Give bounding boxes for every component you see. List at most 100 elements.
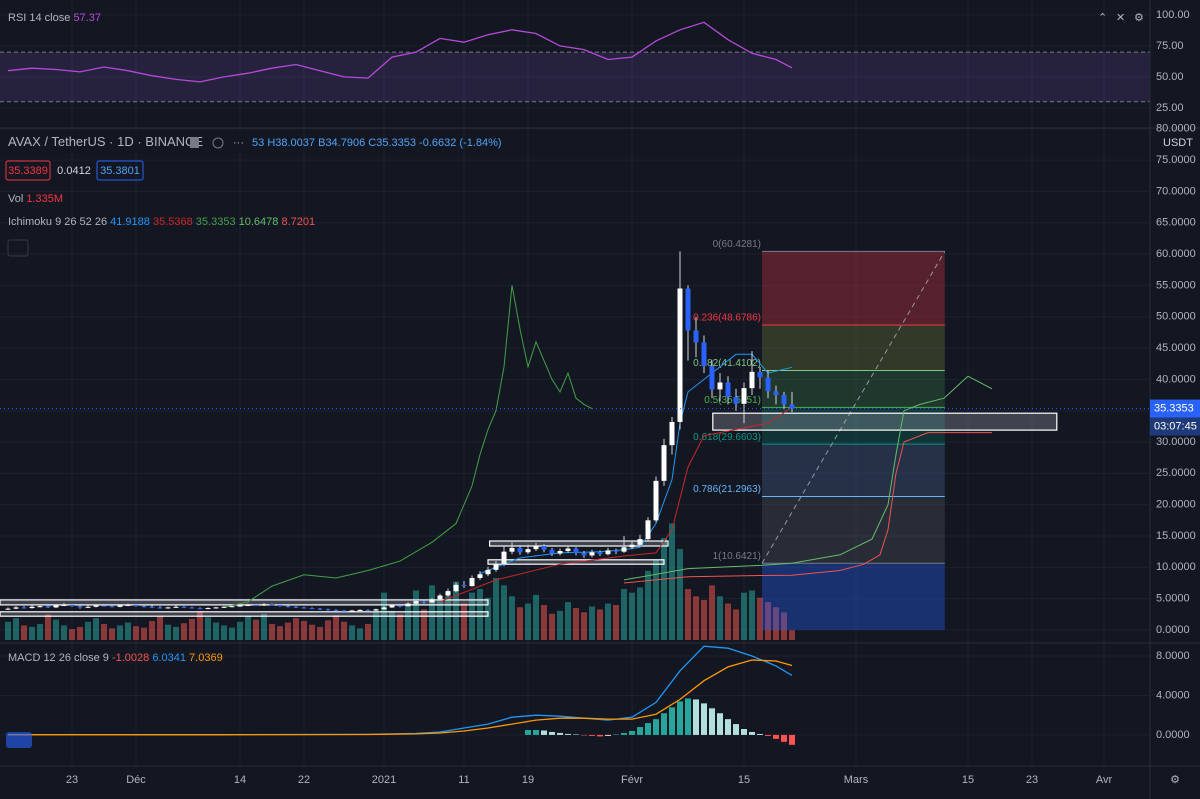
volume-bar: [581, 612, 587, 640]
fib-label: 1(10.6421): [713, 551, 761, 562]
macd-histogram-bar: [717, 713, 723, 735]
icon-eye[interactable]: [212, 137, 224, 149]
macd-histogram-bar: [709, 708, 715, 735]
volume-bar: [453, 581, 459, 640]
collapse-button[interactable]: [7, 239, 29, 257]
volume-bar: [789, 630, 795, 640]
macd-histogram-bar: [645, 723, 651, 735]
macd-histogram-bar: [693, 699, 699, 735]
candle-body: [5, 608, 11, 610]
volume-bar: [29, 626, 35, 640]
volume-bar: [773, 607, 779, 640]
candle-body: [405, 603, 411, 607]
volume-label: Vol: [8, 193, 23, 205]
candle-body: [717, 382, 723, 390]
volume-bar: [549, 613, 555, 640]
sell-button[interactable]: [5, 160, 51, 181]
candle-body: [165, 607, 171, 609]
symbol-legend: AVAX / TetherUS · 1D · BINANCE: [8, 134, 203, 149]
volume-bar: [701, 599, 707, 640]
volume-bar: [741, 592, 747, 640]
y-tick-label: 30.0000: [1156, 436, 1196, 448]
volume-bar: [197, 610, 203, 640]
interval: 1D: [117, 134, 134, 149]
volume-bar: [157, 616, 163, 640]
macd-histogram-bar: [677, 701, 683, 735]
buy-button[interactable]: [96, 160, 144, 181]
x-tick-label: 22: [298, 774, 310, 786]
candle-body: [213, 607, 219, 609]
button-close[interactable]: ✕: [1116, 12, 1125, 24]
volume-bar: [517, 607, 523, 640]
candle-body: [277, 604, 283, 607]
signal-line: [8, 659, 793, 736]
icon-flag[interactable]: [190, 137, 199, 148]
candle-body: [549, 549, 555, 554]
volume-bar: [61, 625, 67, 640]
volume-bar: [397, 614, 403, 640]
fib-band: [762, 444, 945, 497]
candle-body: [261, 604, 267, 606]
volume-bar: [461, 603, 467, 640]
open-value: 53: [252, 137, 264, 149]
volume-bar: [573, 607, 579, 640]
volume-bar: [429, 585, 435, 640]
volume-bar: [405, 603, 411, 640]
button-settings[interactable]: ⚙: [1134, 12, 1144, 24]
candle-body: [221, 606, 227, 608]
candle-body: [501, 551, 507, 565]
y-tick-label: 100.00: [1156, 9, 1190, 21]
y-tick-label: 25.00: [1156, 102, 1184, 114]
trade-buttons[interactable]: 35.3389 0.0412 35.3801: [5, 160, 144, 181]
volume-bar: [341, 621, 347, 640]
candle-body: [309, 608, 315, 610]
ask[interactable]: 35.3801: [100, 165, 140, 177]
volume-bar: [597, 609, 603, 640]
volume-bar: [173, 626, 179, 640]
macd-value: 6.0341: [152, 652, 186, 664]
macd-histogram-bar: [589, 734, 595, 736]
ohlc-label: C: [368, 137, 376, 149]
rsi-value: 57.37: [73, 12, 101, 24]
candle-body: [429, 599, 435, 603]
axes: 23 Déc 14 22 2021 11 19 Févr 15 Mars 15 23 Avr 100.00…: [66, 9, 1200, 786]
volume-bar: [181, 623, 187, 640]
y-tick-label: 80.0000: [1156, 123, 1196, 135]
y-tick-label: 70.0000: [1156, 185, 1196, 197]
volume-bar: [661, 538, 667, 640]
volume-bar: [85, 621, 91, 640]
volume-bar: [493, 578, 499, 640]
candle-body: [477, 574, 483, 578]
macd-legend: MACD 12 26 close 9 -1.0028 6.0341 7.0369: [8, 652, 223, 664]
candle-body: [653, 480, 659, 521]
fib-band: [762, 496, 945, 564]
fib-label: 0.618(29.6603): [693, 432, 761, 443]
macd-histogram-bar: [757, 733, 763, 735]
volume-bar: [189, 618, 195, 640]
volume-bar: [485, 597, 491, 640]
icon-more[interactable]: ···: [233, 137, 244, 149]
plot: 0(60.4281) 0.236(48.6786) 0.382(41.4102) 0.…: [0, 21, 1150, 745]
button-up[interactable]: ⌃: [1098, 12, 1107, 24]
close-value: 35.3353: [376, 137, 416, 149]
candle-body: [509, 547, 515, 552]
candle-body: [149, 606, 155, 608]
bid[interactable]: 35.3389: [8, 165, 48, 177]
volume-bar: [749, 590, 755, 640]
y-tick-label: 60.0000: [1156, 248, 1196, 260]
candle-body: [597, 552, 603, 555]
pane-buttons[interactable]: ⌃ ✕ ⚙: [1098, 12, 1144, 24]
fib-band: [762, 370, 945, 408]
logo[interactable]: [6, 732, 32, 748]
settings-icon[interactable]: ⚙: [1170, 774, 1180, 786]
candle-body: [677, 288, 683, 422]
volume-bar: [277, 626, 283, 640]
candle-body: [573, 548, 579, 553]
volume-bar: [629, 592, 635, 640]
y-tick-label: 65.0000: [1156, 217, 1196, 229]
candle-body: [245, 604, 251, 606]
candle-body: [557, 551, 563, 554]
legend-icons[interactable]: ···: [190, 137, 244, 149]
candle-body: [125, 604, 131, 606]
